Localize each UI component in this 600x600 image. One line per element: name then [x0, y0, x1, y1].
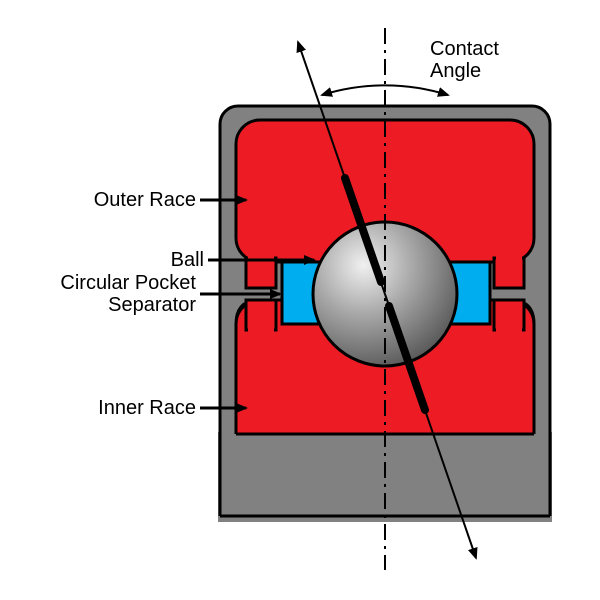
- label-contact-angle-text: ContactAngle: [430, 38, 499, 82]
- label-inner-race-text: Inner Race: [98, 397, 196, 419]
- label-outer-race-text: Outer Race: [94, 189, 196, 211]
- label-inner-race: Inner Race: [98, 397, 196, 419]
- label-ball: Ball: [171, 249, 204, 271]
- label-circular-pocket-separator: Circular PocketSeparator: [60, 272, 196, 316]
- label-ball-text: Ball: [171, 249, 204, 271]
- label-outer-race: Outer Race: [94, 189, 196, 211]
- label-circular-pocket-separator-text: Circular PocketSeparator: [60, 272, 196, 316]
- label-contact-angle: ContactAngle: [430, 38, 499, 82]
